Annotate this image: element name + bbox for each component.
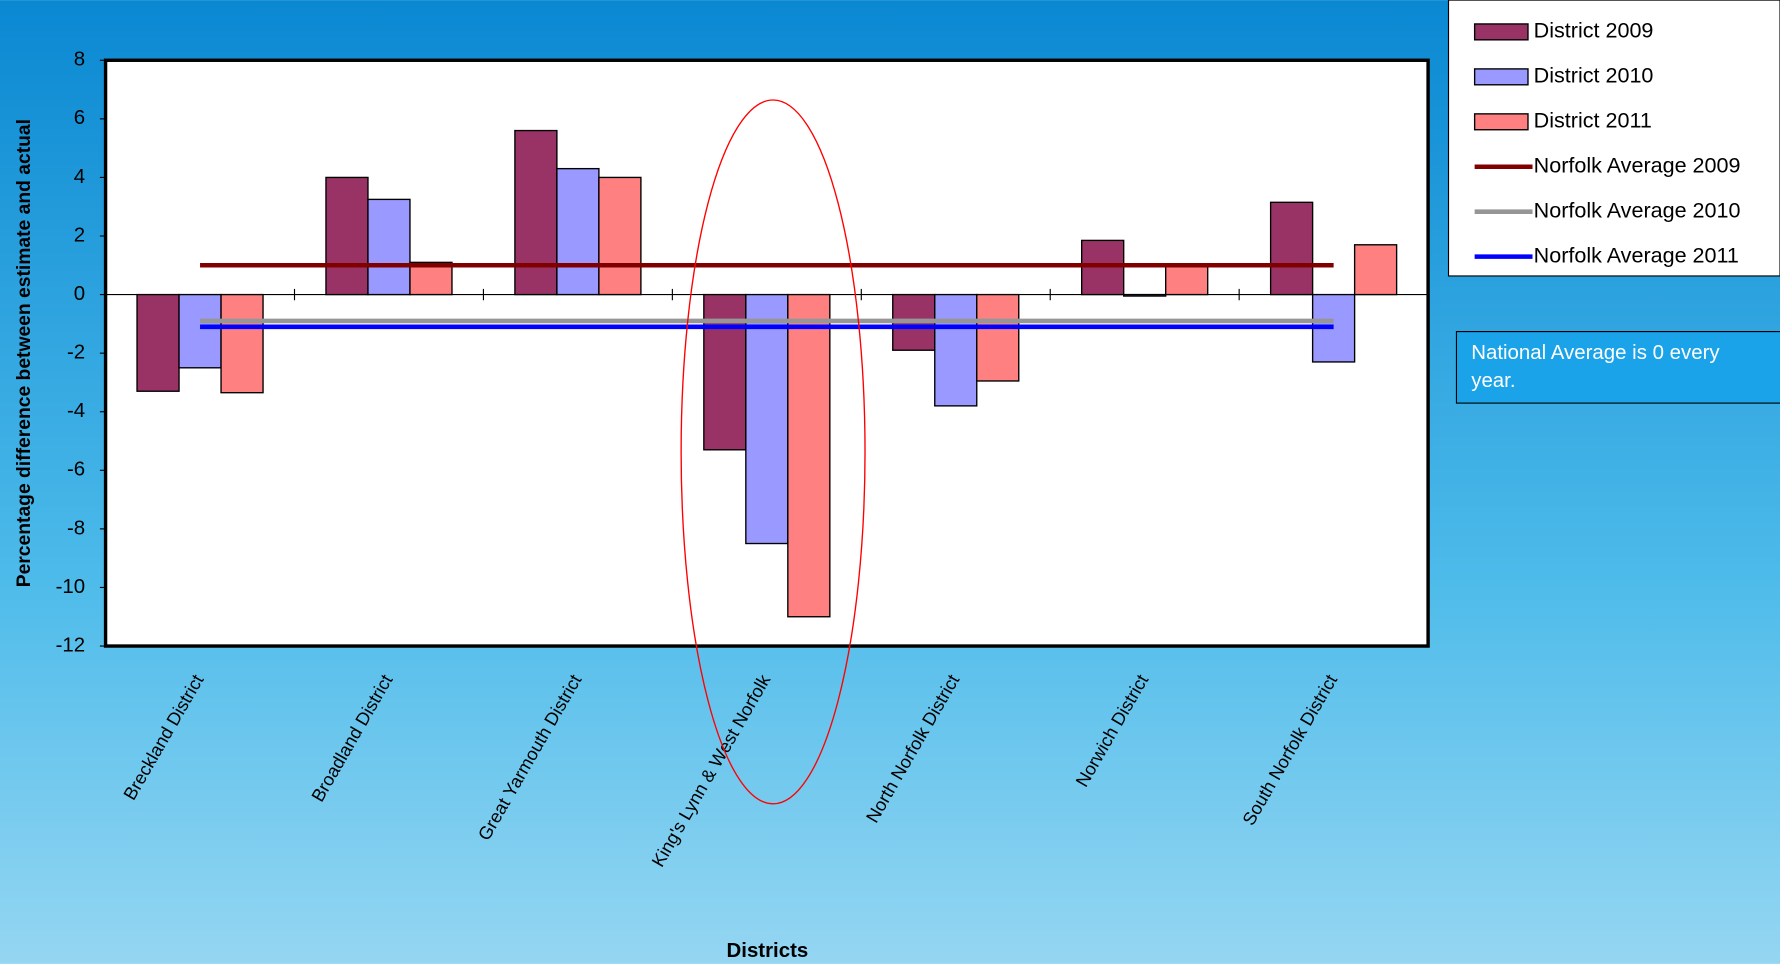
y-tick-label: -6 [67,459,85,481]
y-tick-label: 4 [74,166,85,188]
legend-label: Norfolk Average 2011 [1534,242,1739,267]
y-axis-title: Percentage difference between estimate a… [14,119,35,587]
y-tick-label: -2 [67,342,85,364]
bar [787,293,831,618]
highlight-ellipse [680,99,866,805]
note: National Average is 0 every year. [1471,340,1720,392]
bar [745,293,789,545]
legend-label: District 2009 [1534,18,1654,43]
bar [1123,293,1167,297]
note-holder: National Average is 0 every year. [1471,340,1720,392]
bar [514,129,558,296]
bar [136,293,180,392]
y-tick-label: 0 [74,283,85,305]
legend [1447,0,1780,277]
bar [556,167,600,296]
bar [367,198,411,296]
legend-label: District 2010 [1534,63,1654,88]
bar [598,176,642,296]
bar [178,293,222,369]
legend-label: District 2011 [1534,107,1652,132]
y-tick-label: -10 [56,576,86,598]
y-tick-label: -12 [56,634,86,656]
y-tick-label: -8 [67,517,85,539]
y-tick-label: -4 [67,400,85,422]
y-tick-label: 2 [74,224,85,246]
legend-label: Norfolk Average 2009 [1534,152,1741,177]
x-axis-title: Districts [727,940,809,962]
y-tick-label: 6 [74,107,85,129]
bar [1269,201,1314,296]
y-tick-label: 8 [74,49,85,71]
legend-label: Norfolk Average 2010 [1534,197,1741,222]
legend-swatch [1473,23,1529,41]
bar [934,293,978,407]
legend-swatch [1473,113,1529,131]
bar [325,176,369,296]
bar [220,293,264,394]
bar [976,293,1020,382]
bar [409,261,453,296]
bar [703,293,747,451]
legend-swatch [1473,68,1529,86]
note-box [1455,331,1780,404]
bar [1165,264,1209,296]
bar [1353,244,1398,296]
